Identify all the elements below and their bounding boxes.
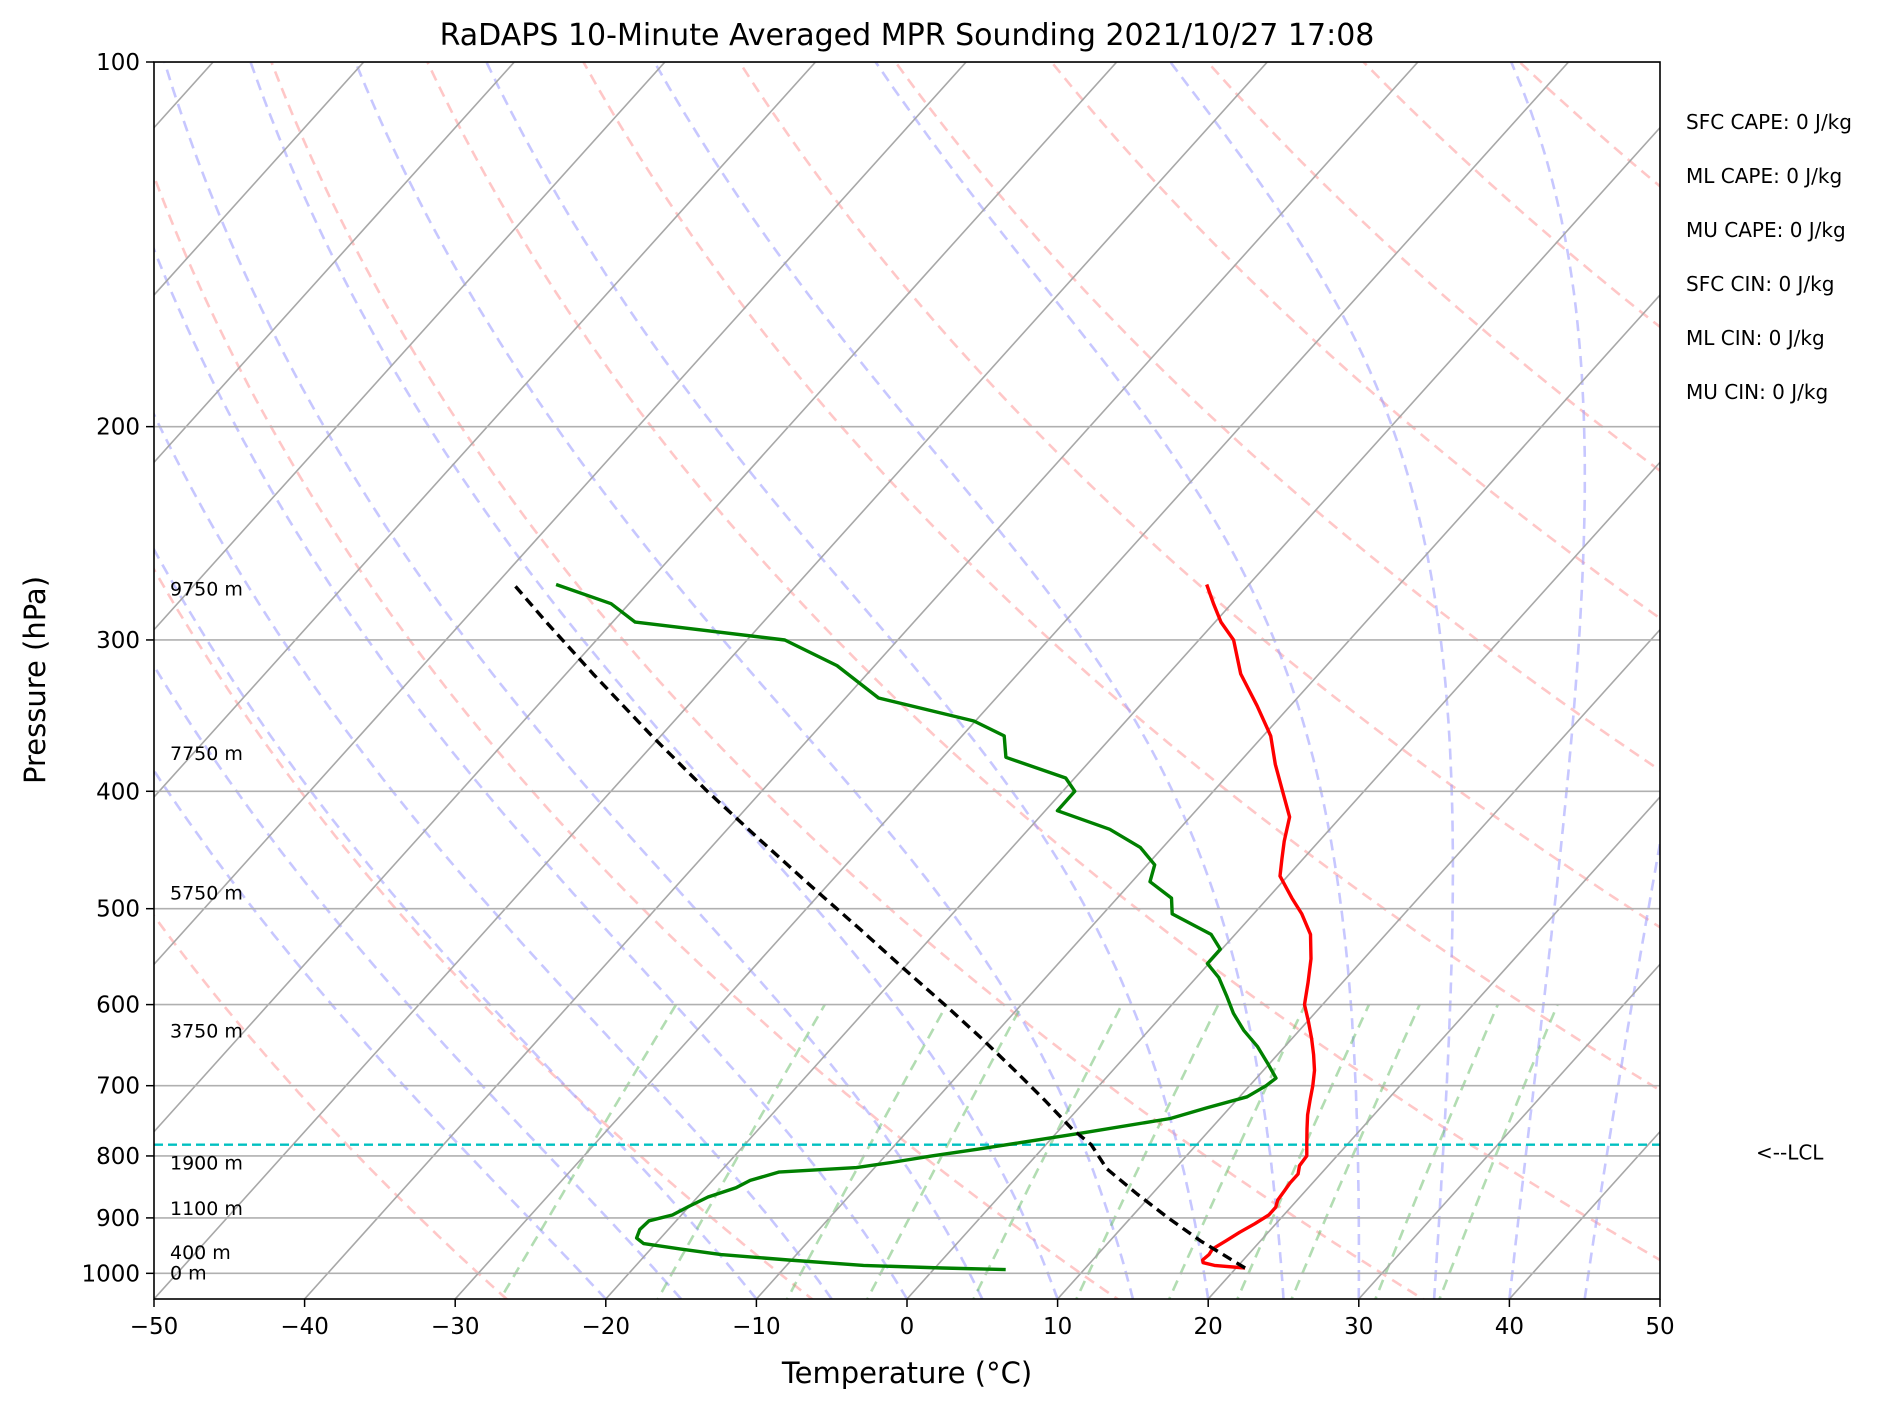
x-tick-label: 30 [1344,1314,1373,1340]
x-axis-label: Temperature (°C) [781,1356,1032,1390]
stability-index-label: ML CIN: 0 J/kg [1686,326,1825,350]
stability-index-label: ML CAPE: 0 J/kg [1686,164,1842,188]
y-tick-label: 800 [96,1144,140,1170]
height-label: 1100 m [170,1198,243,1220]
y-axis-label: Pressure (hPa) [18,576,52,784]
chart-title: RaDAPS 10-Minute Averaged MPR Sounding 2… [440,18,1375,53]
height-label: 1900 m [170,1152,243,1174]
height-label: 7750 m [170,743,243,765]
x-tick-label: −20 [582,1314,631,1340]
height-label: 5750 m [170,883,243,905]
y-tick-label: 1000 [81,1261,140,1287]
y-tick-label: 700 [96,1074,140,1100]
x-tick-label: 50 [1645,1314,1674,1340]
x-tick-label: −10 [732,1314,781,1340]
x-tick-label: 20 [1194,1314,1223,1340]
y-tick-label: 500 [96,897,140,923]
x-tick-label: −50 [130,1314,179,1340]
x-tick-label: −40 [280,1314,329,1340]
height-label: 0 m [170,1262,207,1284]
stability-index-label: SFC CAPE: 0 J/kg [1686,110,1852,134]
x-tick-label: 0 [900,1314,915,1340]
stability-index-label: MU CAPE: 0 J/kg [1686,218,1846,242]
stability-index-label: SFC CIN: 0 J/kg [1686,272,1834,296]
y-tick-label: 100 [96,50,140,76]
height-label: 400 m [170,1242,231,1264]
y-tick-label: 300 [96,628,140,654]
stability-index-label: MU CIN: 0 J/kg [1686,380,1828,404]
x-tick-label: 10 [1043,1314,1072,1340]
height-label: 9750 m [170,578,243,600]
y-tick-label: 600 [96,993,140,1019]
x-tick-label: −30 [431,1314,480,1340]
y-tick-label: 200 [96,415,140,441]
x-tick-label: 40 [1495,1314,1524,1340]
height-label: 3750 m [170,1020,243,1042]
lcl-label: <--LCL [1756,1141,1824,1165]
y-tick-label: 400 [96,779,140,805]
y-tick-label: 900 [96,1206,140,1232]
